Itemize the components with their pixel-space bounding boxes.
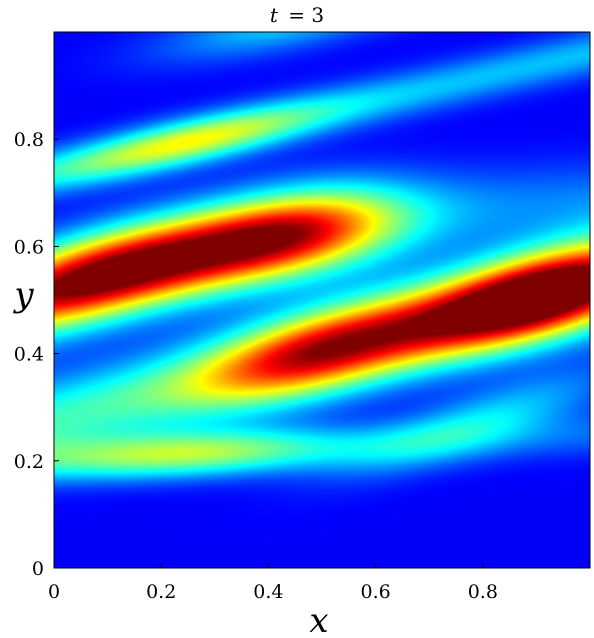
y-tick-label: 0.4	[14, 344, 44, 366]
x-tick-label: 0.8	[468, 581, 498, 603]
x-axis-ticks: 0 0.2 0.4 0.6 0.8	[48, 563, 498, 603]
x-tick-label: 0.4	[253, 581, 283, 603]
x-tick-label: 0	[48, 581, 60, 603]
heatmap-container	[54, 32, 590, 568]
y-axis-label: y	[12, 275, 34, 315]
y-tick-label: 0.2	[14, 451, 44, 473]
chart-title: t = 3	[270, 3, 324, 27]
x-tick-label: 0.6	[360, 581, 390, 603]
title-value: = 3	[288, 3, 324, 27]
title-variable: t	[270, 3, 279, 27]
x-tick-label: 0.2	[146, 581, 176, 603]
x-axis-label: x	[309, 601, 328, 638]
y-tick-label: 0	[32, 558, 44, 580]
y-tick-label: 0.8	[14, 129, 44, 151]
y-axis-ticks: 0 0.2 0.4 0.6 0.8	[14, 129, 59, 580]
heatmap-canvas	[54, 32, 590, 568]
y-tick-label: 0.6	[14, 236, 44, 258]
plot-frame	[53, 31, 591, 569]
